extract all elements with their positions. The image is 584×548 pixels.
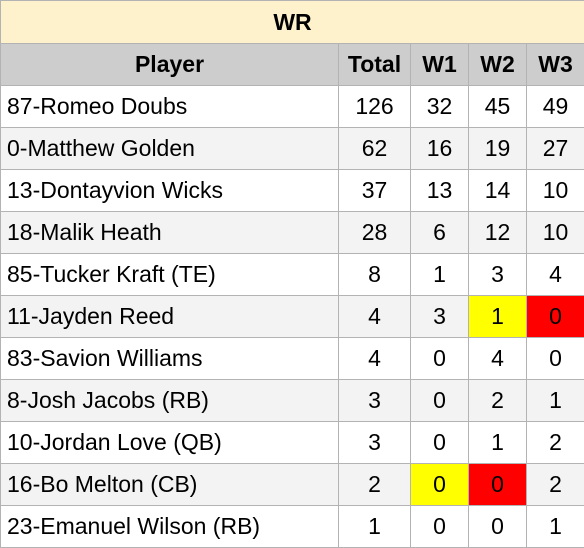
table-row: 0-Matthew Golden 62 16 19 27 — [0, 127, 584, 170]
w3-cell[interactable]: 1 — [526, 379, 584, 422]
w3-cell[interactable]: 10 — [526, 169, 584, 212]
total-cell[interactable]: 4 — [338, 295, 411, 338]
w2-cell[interactable]: 19 — [468, 127, 527, 170]
w1-cell[interactable]: 0 — [410, 421, 469, 464]
w1-cell[interactable]: 16 — [410, 127, 469, 170]
player-name-cell[interactable]: 10-Jordan Love (QB) — [0, 421, 339, 464]
table-row: 85-Tucker Kraft (TE) 8 1 3 4 — [0, 253, 584, 296]
w1-cell[interactable]: 0 — [410, 337, 469, 380]
w2-cell[interactable]: 14 — [468, 169, 527, 212]
header-w1[interactable]: W1 — [410, 43, 469, 86]
w2-cell[interactable]: 1 — [468, 421, 527, 464]
table-row: 10-Jordan Love (QB) 3 0 1 2 — [0, 421, 584, 464]
table-row: 13-Dontayvion Wicks 37 13 14 10 — [0, 169, 584, 212]
total-cell[interactable]: 3 — [338, 379, 411, 422]
player-name-cell[interactable]: 85-Tucker Kraft (TE) — [0, 253, 339, 296]
player-name-cell[interactable]: 13-Dontayvion Wicks — [0, 169, 339, 212]
w3-cell[interactable]: 4 — [526, 253, 584, 296]
player-name-cell[interactable]: 16-Bo Melton (CB) — [0, 463, 339, 506]
total-cell[interactable]: 3 — [338, 421, 411, 464]
header-total[interactable]: Total — [338, 43, 411, 86]
header-w3[interactable]: W3 — [526, 43, 584, 86]
table-row: 16-Bo Melton (CB) 2 0 0 2 — [0, 463, 584, 506]
player-name-cell[interactable]: 8-Josh Jacobs (RB) — [0, 379, 339, 422]
w2-cell[interactable]: 12 — [468, 211, 527, 254]
w3-cell[interactable]: 2 — [526, 463, 584, 506]
player-name-cell[interactable]: 0-Matthew Golden — [0, 127, 339, 170]
w1-cell[interactable]: 32 — [410, 85, 469, 128]
w2-cell[interactable]: 4 — [468, 337, 527, 380]
table-row: 18-Malik Heath 28 6 12 10 — [0, 211, 584, 254]
w1-cell[interactable]: 0 — [410, 463, 469, 506]
total-cell[interactable]: 126 — [338, 85, 411, 128]
player-name-cell[interactable]: 18-Malik Heath — [0, 211, 339, 254]
table-row: 8-Josh Jacobs (RB) 3 0 2 1 — [0, 379, 584, 422]
player-name-cell[interactable]: 83-Savion Williams — [0, 337, 339, 380]
table-row: 87-Romeo Doubs 126 32 45 49 — [0, 85, 584, 128]
w3-cell[interactable]: 49 — [526, 85, 584, 128]
w1-cell[interactable]: 6 — [410, 211, 469, 254]
header-row: Player Total W1 W2 W3 — [0, 43, 584, 86]
total-cell[interactable]: 28 — [338, 211, 411, 254]
total-cell[interactable]: 4 — [338, 337, 411, 380]
player-name-cell[interactable]: 11-Jayden Reed — [0, 295, 339, 338]
total-cell[interactable]: 1 — [338, 505, 411, 548]
w1-cell[interactable]: 0 — [410, 505, 469, 548]
total-cell[interactable]: 62 — [338, 127, 411, 170]
w1-cell[interactable]: 13 — [410, 169, 469, 212]
total-cell[interactable]: 37 — [338, 169, 411, 212]
table-row: 83-Savion Williams 4 0 4 0 — [0, 337, 584, 380]
w1-cell[interactable]: 0 — [410, 379, 469, 422]
header-w2[interactable]: W2 — [468, 43, 527, 86]
w3-cell[interactable]: 1 — [526, 505, 584, 548]
w3-cell[interactable]: 27 — [526, 127, 584, 170]
player-name-cell[interactable]: 87-Romeo Doubs — [0, 85, 339, 128]
w2-cell[interactable]: 1 — [468, 295, 527, 338]
w3-cell[interactable]: 10 — [526, 211, 584, 254]
player-name-cell[interactable]: 23-Emanuel Wilson (RB) — [0, 505, 339, 548]
w2-cell[interactable]: 0 — [468, 505, 527, 548]
w3-cell[interactable]: 2 — [526, 421, 584, 464]
total-cell[interactable]: 2 — [338, 463, 411, 506]
w2-cell[interactable]: 0 — [468, 463, 527, 506]
table-title[interactable]: WR — [0, 0, 584, 44]
header-player[interactable]: Player — [0, 43, 339, 86]
w2-cell[interactable]: 45 — [468, 85, 527, 128]
table-row: 23-Emanuel Wilson (RB) 1 0 0 1 — [0, 505, 584, 548]
table-row: 11-Jayden Reed 4 3 1 0 — [0, 295, 584, 338]
title-row: WR — [0, 0, 584, 44]
w1-cell[interactable]: 1 — [410, 253, 469, 296]
w2-cell[interactable]: 2 — [468, 379, 527, 422]
total-cell[interactable]: 8 — [338, 253, 411, 296]
w1-cell[interactable]: 3 — [410, 295, 469, 338]
w2-cell[interactable]: 3 — [468, 253, 527, 296]
w3-cell[interactable]: 0 — [526, 337, 584, 380]
w3-cell[interactable]: 0 — [526, 295, 584, 338]
